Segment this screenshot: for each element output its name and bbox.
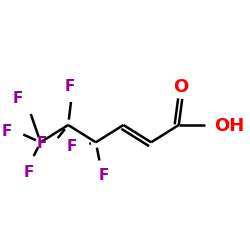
Text: OH: OH <box>214 117 245 135</box>
Text: F: F <box>23 165 34 180</box>
Text: F: F <box>65 79 75 94</box>
Text: F: F <box>13 91 23 106</box>
Text: F: F <box>99 168 109 183</box>
Text: F: F <box>36 136 47 151</box>
Text: F: F <box>66 138 77 154</box>
Text: O: O <box>173 78 188 96</box>
Text: F: F <box>2 124 12 139</box>
